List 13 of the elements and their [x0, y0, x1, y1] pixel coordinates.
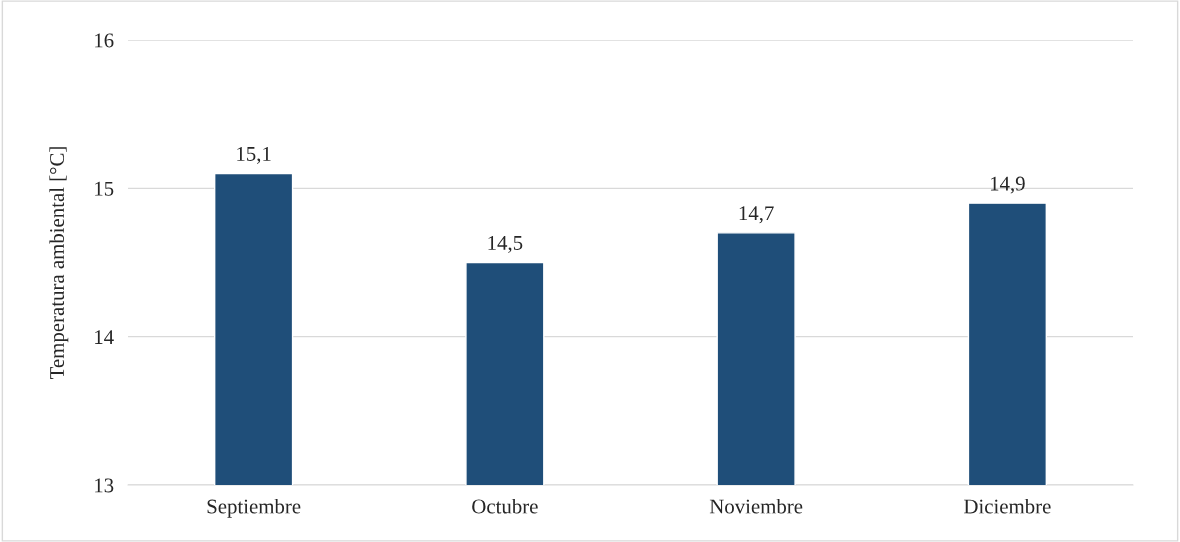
y-tick-label: 16: [95, 33, 114, 48]
x-tick-label: Noviembre: [709, 498, 803, 514]
y-axis-title: Temperatura ambiental [°C]: [49, 147, 69, 379]
data-label: 14,7: [739, 206, 774, 224]
y-tick-label: 14: [95, 330, 114, 344]
x-tick-label: Octubre: [472, 498, 538, 514]
x-tick-label: Diciembre: [964, 498, 1051, 514]
data-label: 15,1: [237, 146, 271, 164]
y-tick-label: 13: [95, 478, 114, 493]
x-tick-label: Septiembre: [207, 498, 301, 518]
data-label: 14,9: [990, 176, 1025, 194]
y-tick-label: 15: [95, 181, 114, 196]
data-label: 14,5: [488, 235, 523, 253]
